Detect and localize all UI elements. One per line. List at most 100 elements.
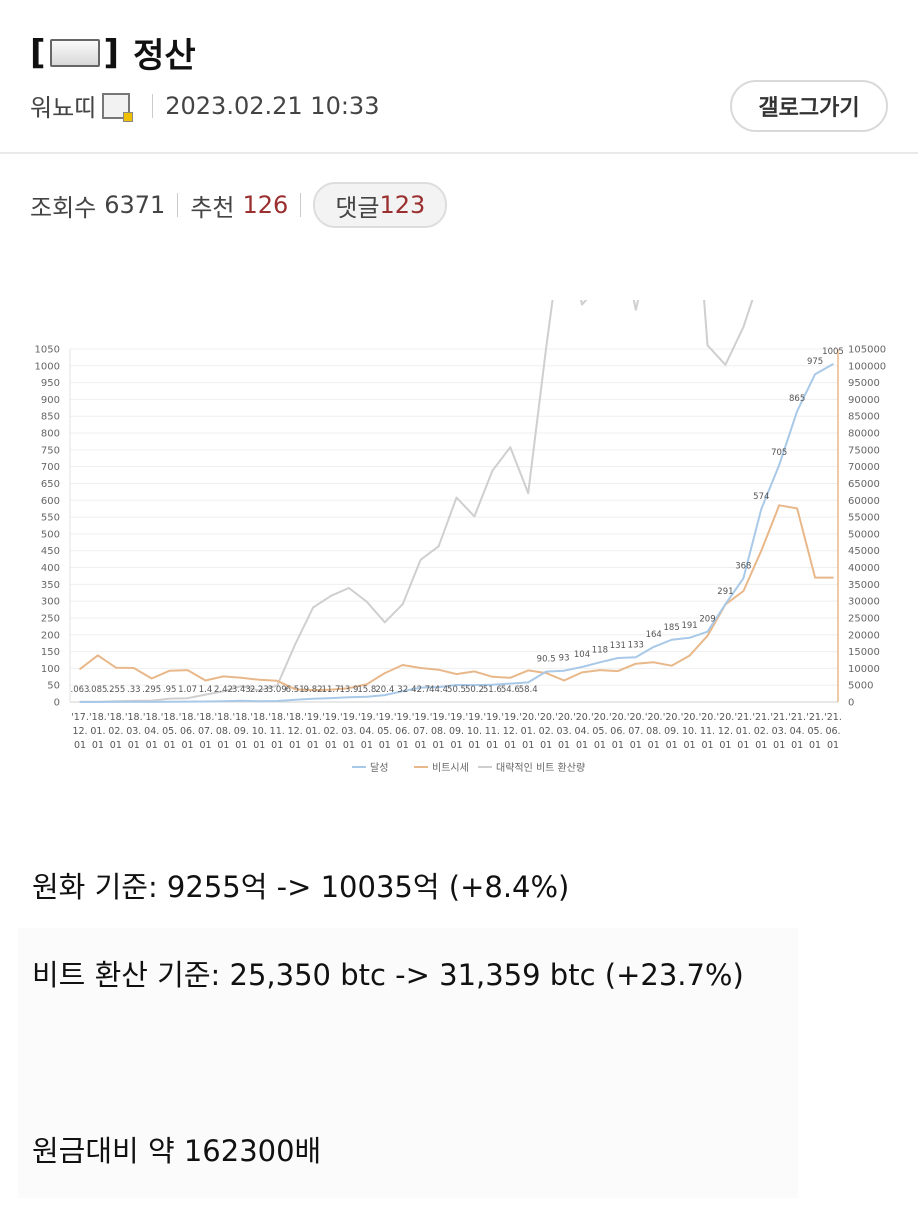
recommend-count: 126 <box>242 191 289 219</box>
y-right-tick-label: 80000 <box>848 429 880 440</box>
y-right-tick-label: 75000 <box>848 445 880 456</box>
series-point-0 <box>204 700 207 703</box>
series-point-0 <box>563 669 565 672</box>
x-tick-label-month: 08. <box>646 726 661 737</box>
series-point-0 <box>527 681 530 684</box>
series-point-2 <box>240 685 243 687</box>
x-tick-label-day: 01 <box>74 740 86 751</box>
y-left-tick-label: 400 <box>41 563 60 574</box>
series-point-2 <box>437 545 440 548</box>
series-point-0 <box>617 657 619 659</box>
x-tick-label-month: 01. <box>521 726 536 737</box>
data-label: 3.43 <box>232 685 251 695</box>
divider <box>300 193 302 217</box>
x-tick-label-year: '20. <box>573 712 591 723</box>
series-point-1 <box>168 669 171 672</box>
y-left-tick-label: 850 <box>41 412 60 423</box>
y-right-tick-label: 20000 <box>848 630 880 641</box>
x-tick-label-day: 01 <box>827 740 839 751</box>
x-tick-label-year: '19. <box>304 712 322 723</box>
x-tick-label-year: '19. <box>430 712 448 723</box>
divider <box>152 93 154 118</box>
series-point-0 <box>581 666 583 668</box>
series-point-2 <box>455 496 458 499</box>
x-tick-label-month: 06. <box>180 726 195 737</box>
series-point-0 <box>652 646 655 648</box>
series-point-2 <box>204 693 207 696</box>
series-point-1 <box>473 670 476 673</box>
data-label: .085 <box>88 685 107 695</box>
post-header: [ ] 정산 워뇨띠 2023.02.21 10:33 갤로그가기 <box>0 0 918 154</box>
x-tick-label-day: 01 <box>271 740 283 751</box>
x-tick-label-year: '18. <box>179 712 197 723</box>
comments-button[interactable]: 댓글 123 <box>313 182 448 228</box>
series-point-2 <box>724 364 727 366</box>
series-point-2 <box>634 308 637 311</box>
y-left-tick-label: 200 <box>41 630 60 641</box>
series-point-0 <box>437 686 440 688</box>
series-point-0 <box>778 464 781 466</box>
series-point-1 <box>79 668 81 670</box>
divider <box>177 193 179 217</box>
x-tick-label-year: '18. <box>232 712 250 723</box>
y-right-tick-label: 15000 <box>848 647 880 658</box>
series-point-0 <box>832 363 834 365</box>
y-right-tick-label: 70000 <box>848 462 880 473</box>
x-tick-label-month: 06. <box>610 726 625 737</box>
x-tick-label-year: '18. <box>107 712 125 723</box>
series-point-0 <box>742 577 745 580</box>
series-point-1 <box>276 680 279 682</box>
y-right-tick-label: 45000 <box>848 546 880 557</box>
x-tick-label-day: 01 <box>612 740 624 751</box>
title-bracket-open: [ <box>30 32 46 73</box>
data-label: 209 <box>699 615 715 625</box>
series-point-0 <box>132 701 135 703</box>
y-right-tick-label: 40000 <box>848 563 880 574</box>
series-point-2 <box>294 643 296 646</box>
y-right-tick-label: 30000 <box>848 597 880 608</box>
x-tick-label-year: '20. <box>555 712 573 723</box>
x-tick-label-day: 01 <box>128 740 140 751</box>
x-tick-label-month: 10. <box>252 726 267 737</box>
series-point-1 <box>437 668 440 671</box>
x-tick-label-month: 08. <box>431 726 446 737</box>
data-label: 1005 <box>822 347 844 357</box>
data-label: .95 <box>163 685 177 695</box>
data-label: 865 <box>789 394 805 404</box>
x-tick-label-day: 01 <box>486 740 498 751</box>
data-label: 51.6 <box>483 685 502 695</box>
x-tick-label-month: 03. <box>341 726 356 737</box>
data-label: 50.2 <box>465 685 484 695</box>
series-point-2 <box>366 601 368 603</box>
data-label: 975 <box>807 357 823 367</box>
data-label: 133 <box>628 640 644 650</box>
y-left-tick-label: 900 <box>41 395 60 406</box>
series-point-0 <box>760 508 763 510</box>
series-point-0 <box>168 700 171 703</box>
x-tick-label-year: '20. <box>537 712 555 723</box>
data-label: 6.51 <box>286 685 305 695</box>
data-label: 118 <box>592 645 608 655</box>
x-tick-label-month: 03. <box>772 726 787 737</box>
author-name[interactable]: 워뇨띠 <box>30 94 97 122</box>
x-tick-label-month: 06. <box>825 726 840 737</box>
x-tick-label-day: 01 <box>361 740 373 751</box>
y-left-tick-label: 500 <box>41 529 60 540</box>
x-tick-label-month: 01. <box>736 726 751 737</box>
gallog-button[interactable]: 갤로그가기 <box>730 80 888 132</box>
series-point-1 <box>419 667 422 669</box>
x-tick-label-year: '18. <box>215 712 233 723</box>
comments-count: 123 <box>379 191 426 219</box>
series-point-0 <box>491 683 494 686</box>
btc-basis-text: 비트 환산 기준: 25,350 btc -> 31,359 btc (+23.… <box>32 958 744 992</box>
x-tick-label-day: 01 <box>755 740 767 751</box>
series-point-1 <box>258 679 261 681</box>
y-right-tick-label: 50000 <box>848 529 880 540</box>
x-tick-label-year: '19. <box>358 712 376 723</box>
series-point-2 <box>258 689 261 692</box>
gallog-user-icon <box>102 92 134 122</box>
series-point-1 <box>599 669 601 671</box>
x-tick-label-month: 04. <box>790 726 805 737</box>
data-label: .063 <box>71 685 90 695</box>
legend-label: 달성 <box>370 762 388 774</box>
